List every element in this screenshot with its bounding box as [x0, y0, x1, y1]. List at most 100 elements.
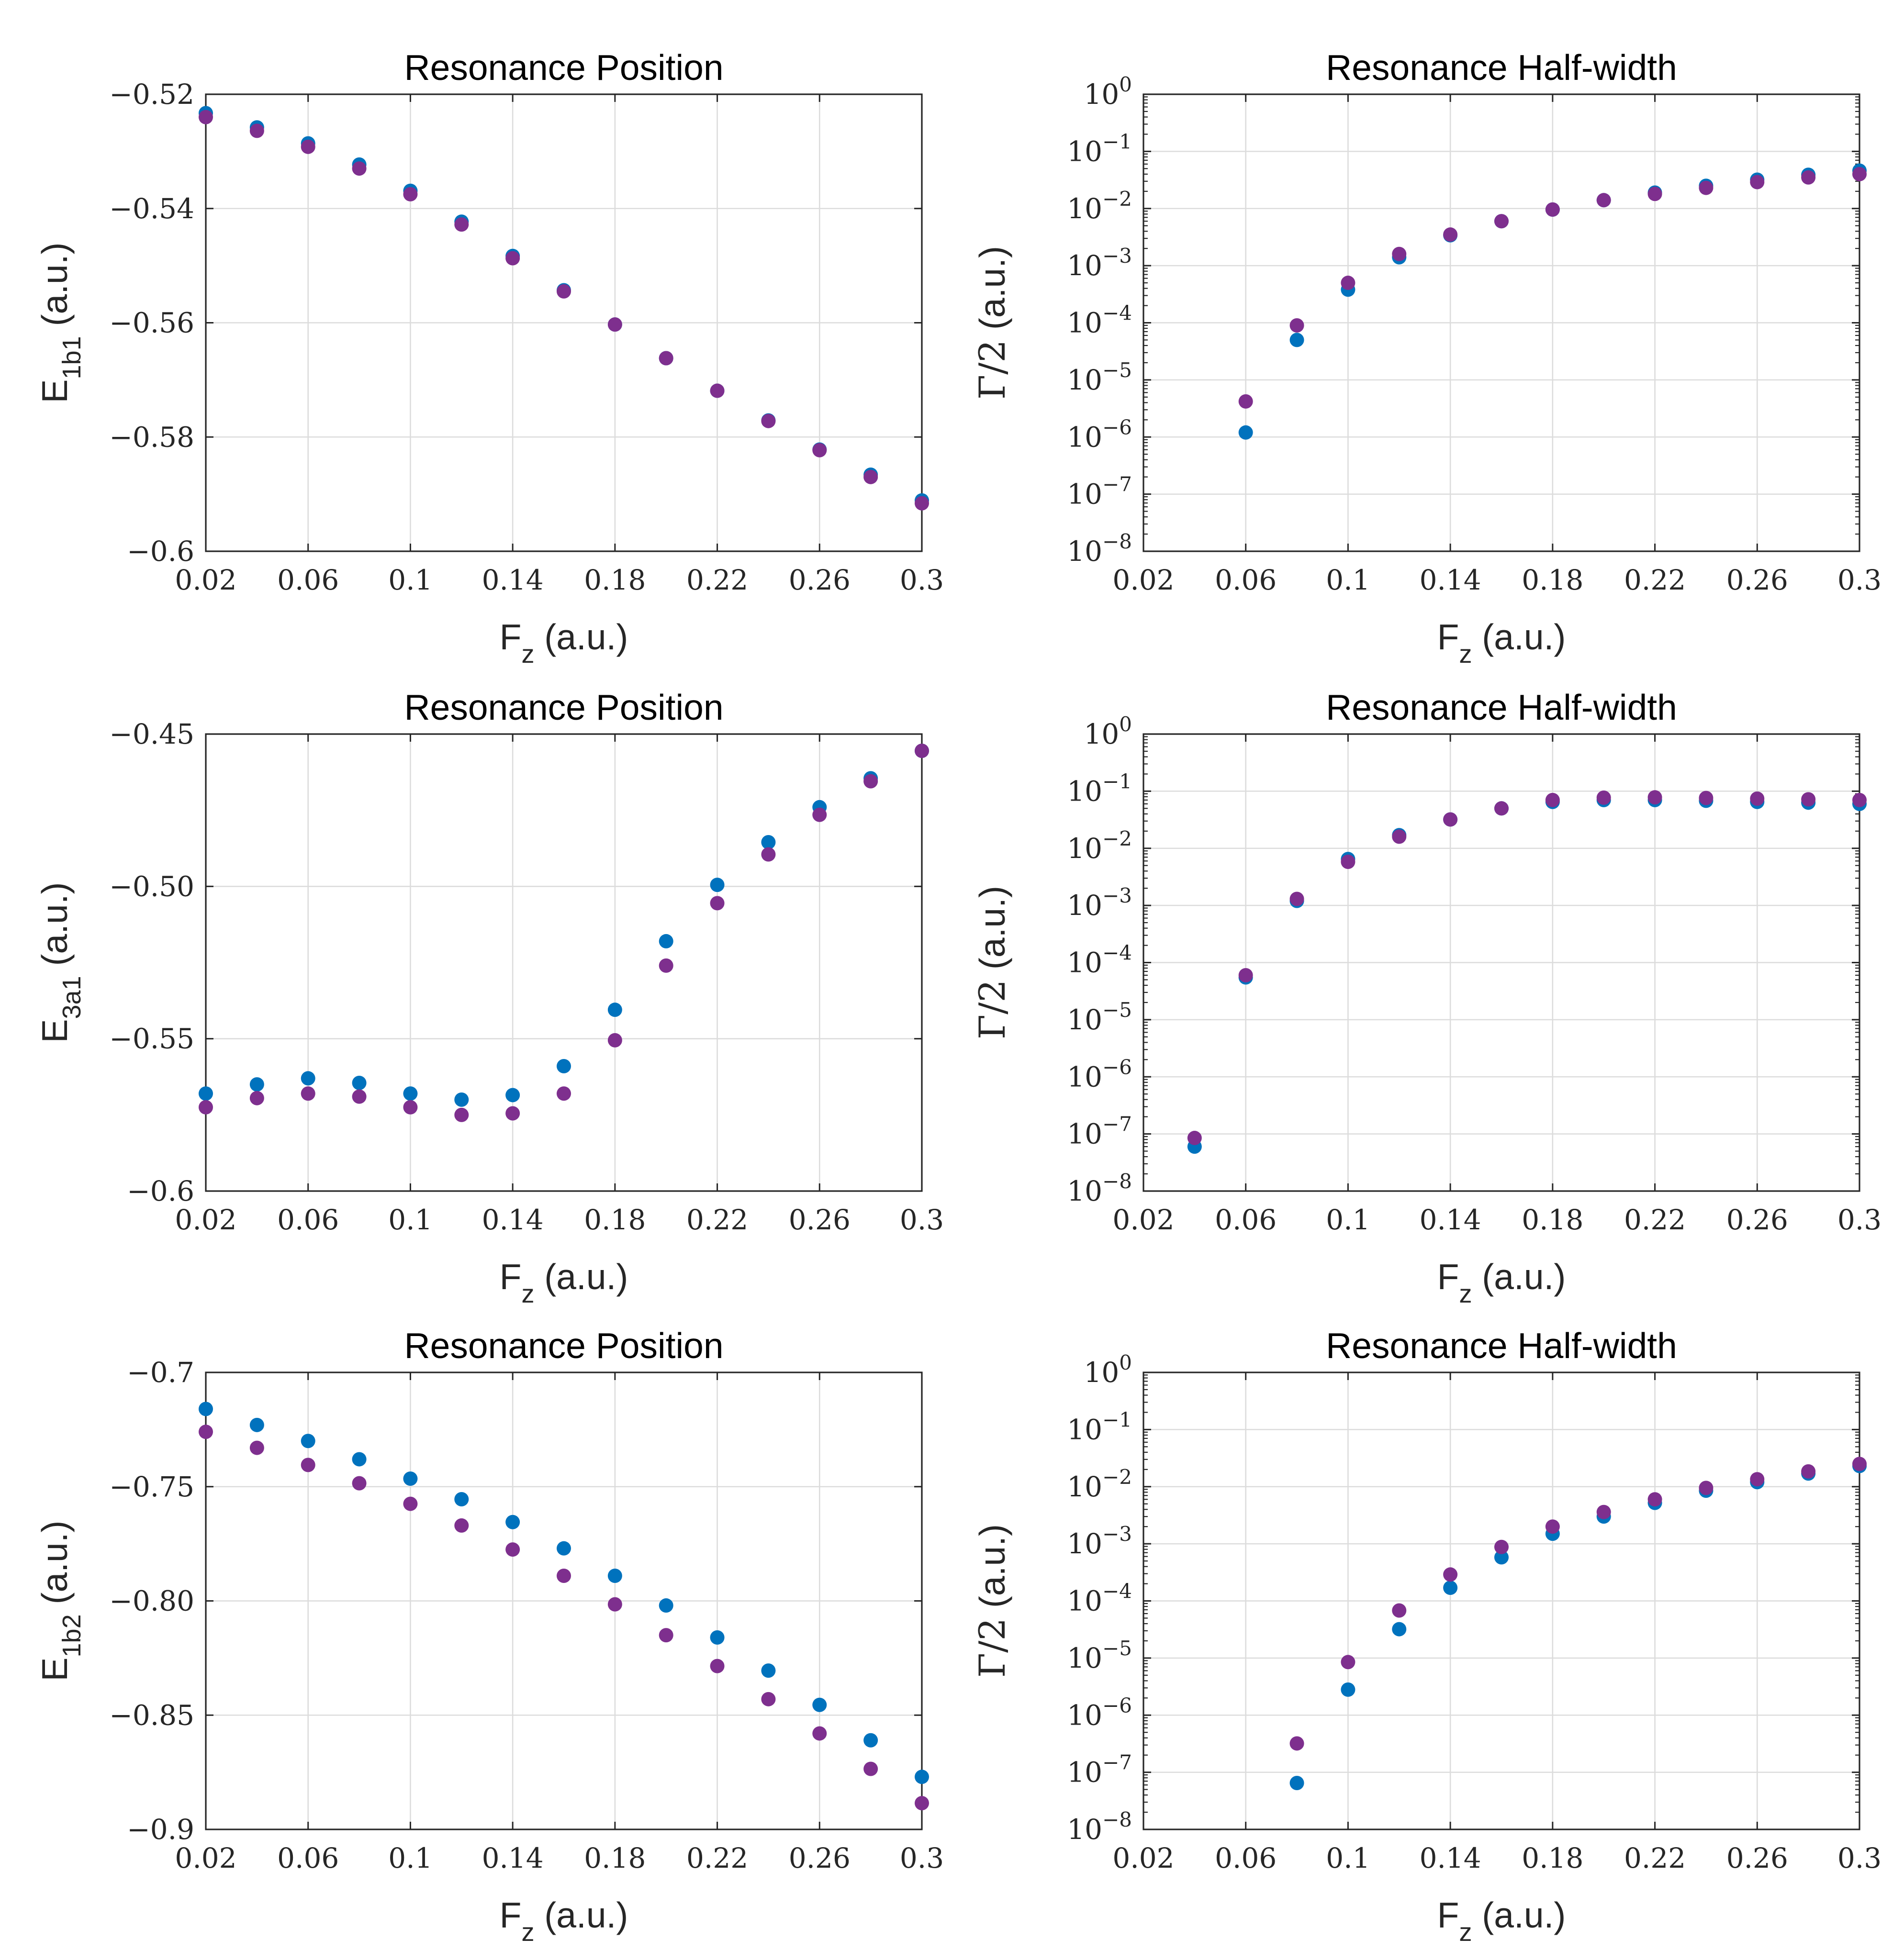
y-tick-label: 10−4 [1067, 941, 1132, 979]
y-tick-label: 10−5 [1067, 358, 1132, 396]
x-axis-label: Fz (a.u.) [500, 617, 628, 669]
data-point [812, 443, 827, 457]
data-point [915, 1796, 929, 1811]
y-tick-label: 10−8 [1067, 1170, 1132, 1207]
y-tick-label-base: 10 [1084, 1356, 1119, 1389]
y-tick-label-exponent: −2 [1102, 187, 1132, 211]
data-point [352, 1452, 367, 1467]
y-axis-label-main: E [34, 379, 75, 403]
x-axis-label-sub: z [1459, 640, 1472, 669]
x-axis-label-suffix: (a.u.) [1472, 617, 1566, 657]
y-tick-label-exponent: −5 [1102, 1637, 1132, 1660]
y-tick-label-base: 10 [1067, 832, 1102, 865]
data-point [301, 1071, 315, 1086]
data-point [1341, 854, 1355, 869]
chart-title: Resonance Position [404, 47, 723, 88]
chart-title: Resonance Half-width [1326, 687, 1677, 727]
x-tick-label: 0.02 [175, 1842, 236, 1874]
y-tick-label-exponent: −2 [1102, 827, 1132, 850]
y-tick-label-base: 10 [1067, 889, 1102, 922]
x-axis-label-sub: z [521, 1280, 534, 1308]
data-point [1289, 891, 1304, 906]
subplot-6: 0.02 0.06 0.1 0.14 0.18 0.22 0.26 0.310−810−710… [971, 1326, 1882, 1947]
data-point [761, 835, 776, 850]
x-axis-label-main: F [500, 1895, 522, 1935]
y-tick-label-base: 10 [1067, 947, 1102, 979]
data-point [863, 469, 878, 484]
data-point [1596, 193, 1611, 208]
y-tick-label-exponent: −4 [1102, 301, 1132, 325]
y-tick-label: −0.52 [109, 78, 194, 111]
x-axis-label-main: F [500, 1257, 522, 1297]
x-axis-label: Fz (a.u.) [1437, 1895, 1566, 1947]
data-point [659, 958, 673, 973]
data-point [557, 1568, 571, 1583]
data-point [1647, 187, 1662, 201]
y-axis-label: Γ/2 (a.u.) [971, 1524, 1013, 1678]
y-tick-label-exponent: −8 [1102, 1808, 1132, 1831]
x-axis-label: Fz (a.u.) [500, 1257, 628, 1308]
x-axis-label-main: F [1437, 617, 1459, 657]
data-point [505, 1542, 520, 1557]
y-tick-label-base: 10 [1067, 535, 1102, 568]
data-point [1750, 791, 1765, 806]
x-tick-label: 0.1 [1326, 1203, 1370, 1236]
x-tick-label: 0.02 [1112, 1842, 1174, 1874]
x-tick-label: 0.3 [1837, 564, 1882, 596]
y-tick-label-base: 10 [1067, 1471, 1102, 1503]
chart-title: Resonance Half-width [1326, 1326, 1677, 1366]
series-blue [199, 1402, 929, 1784]
y-axis-label-suffix: (a.u.) [34, 1520, 75, 1614]
y-tick-label: 100 [1084, 713, 1132, 750]
data-point [1341, 276, 1355, 290]
data-point [352, 1089, 367, 1104]
chart-title: Resonance Position [404, 1326, 723, 1366]
y-axis-label-main: E [34, 1657, 75, 1681]
y-axis-label-main: Γ/2 [971, 1618, 1013, 1678]
data-point [352, 1075, 367, 1090]
y-tick-label: −0.54 [109, 192, 194, 225]
data-point [607, 1033, 622, 1047]
y-tick-label-base: 10 [1067, 1003, 1102, 1036]
y-tick-label: 10−5 [1067, 998, 1132, 1036]
y-tick-label: 10−3 [1067, 884, 1132, 922]
x-tick-label: 0.18 [584, 1203, 646, 1236]
y-tick-label-exponent: −6 [1102, 415, 1132, 439]
x-tick-label: 0.22 [1624, 1203, 1686, 1236]
y-tick-label-base: 10 [1067, 249, 1102, 282]
data-point [1545, 792, 1560, 807]
data-point [863, 1761, 878, 1776]
y-axis-label-suffix: (a.u.) [972, 246, 1012, 340]
y-tick-label-base: 10 [1067, 1413, 1102, 1446]
y-tick-label-exponent: −2 [1102, 1465, 1132, 1489]
y-tick-label-exponent: −1 [1102, 769, 1132, 793]
y-axis-label-suffix: (a.u.) [34, 882, 75, 976]
y-axis-label: Γ/2 (a.u.) [971, 246, 1013, 400]
y-axis-label-sub: 3a1 [57, 976, 86, 1019]
y-tick-label-base: 10 [1067, 1585, 1102, 1617]
data-point [1443, 1567, 1458, 1582]
data-point [1801, 1464, 1816, 1479]
x-tick-label: 0.1 [388, 564, 432, 596]
subplot-5: 0.02 0.06 0.1 0.14 0.18 0.22 0.26 0.3 −0.9 −0.85 −… [34, 1326, 944, 1947]
data-point [301, 1086, 315, 1101]
y-tick-label: −0.56 [109, 307, 194, 339]
data-point [812, 807, 827, 822]
x-axis-label-sub: z [521, 640, 534, 669]
subplot-3: 0.02 0.06 0.1 0.14 0.18 0.22 0.26 0.3 −0.6 −0.55 −… [34, 687, 944, 1308]
y-tick-label-base: 10 [1067, 775, 1102, 807]
y-tick-label-exponent: −3 [1102, 244, 1132, 267]
data-point [1647, 790, 1662, 805]
y-axis-label-main: Γ/2 [971, 340, 1013, 400]
data-point [761, 1692, 776, 1706]
x-tick-label: 0.3 [1837, 1203, 1882, 1236]
data-point [710, 896, 725, 911]
y-tick-label-exponent: 0 [1119, 73, 1132, 96]
data-point [403, 1471, 418, 1486]
x-tick-label: 0.22 [1624, 564, 1686, 596]
x-tick-label: 0.06 [1215, 1203, 1277, 1236]
subplot-1: 0.02 0.06 0.1 0.14 0.18 0.22 0.26 0.3 −0.6 −0.58 −… [34, 47, 944, 669]
y-tick-label-exponent: −5 [1102, 998, 1132, 1022]
y-tick-label: 10−8 [1067, 1808, 1132, 1846]
data-point [403, 187, 418, 201]
